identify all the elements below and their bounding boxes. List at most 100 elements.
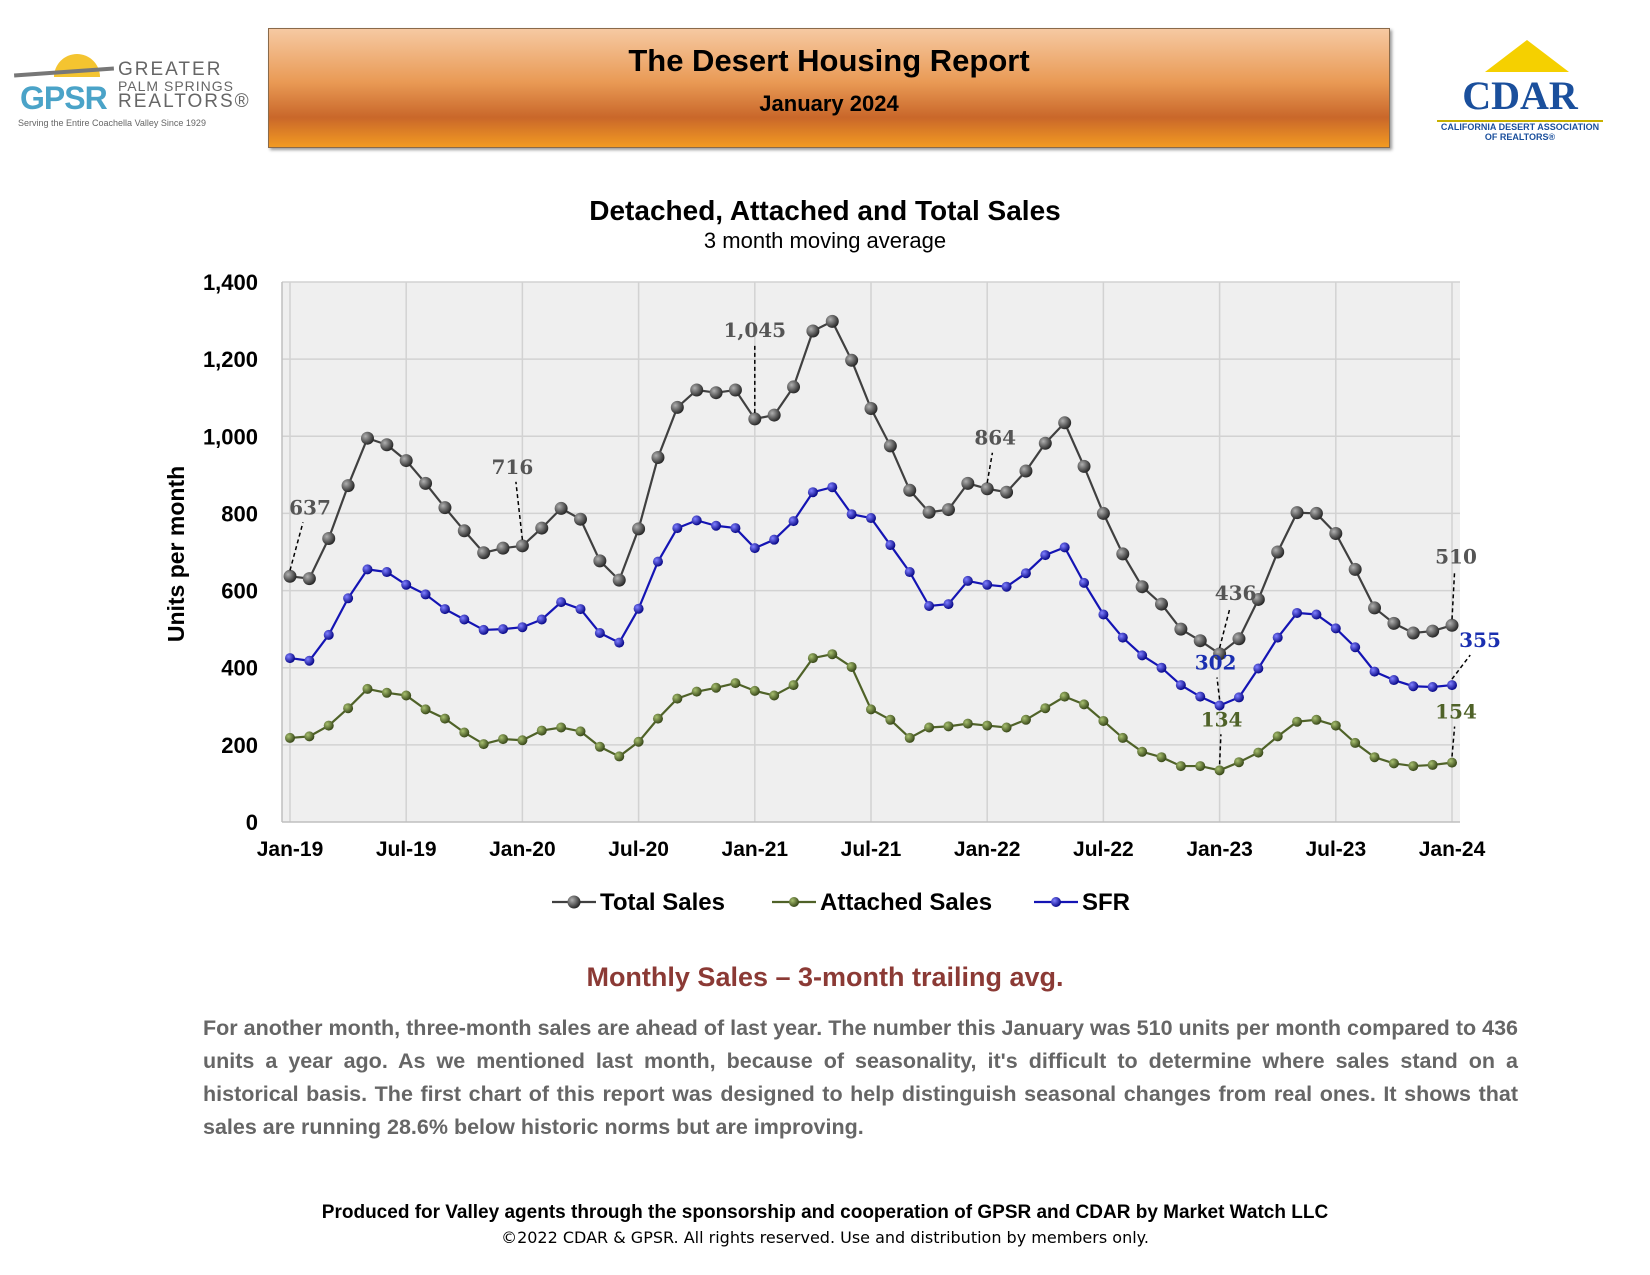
gpsr-line3: REALTORS® <box>118 91 251 112</box>
data-point-sfr <box>304 655 315 666</box>
data-point-attached-sales <box>614 751 625 762</box>
data-point-sfr <box>478 624 489 635</box>
data-point-sfr <box>1330 623 1341 634</box>
data-point-attached-sales <box>1175 761 1186 772</box>
data-label: 1,045 <box>723 318 786 342</box>
data-point-sfr <box>846 509 857 520</box>
data-point-attached-sales <box>1001 722 1012 733</box>
data-point-sfr <box>1292 607 1303 618</box>
y-tick-label: 0 <box>246 810 258 835</box>
data-point-sfr <box>924 601 935 611</box>
report-title: The Desert Housing Report <box>628 43 1030 78</box>
data-point-attached-sales <box>846 661 857 672</box>
y-tick-label: 1,000 <box>203 424 258 449</box>
data-point-attached-sales <box>1447 757 1457 768</box>
section-title: Monthly Sales – 3-month trailing avg. <box>586 962 1064 992</box>
data-point-sfr <box>1233 692 1244 703</box>
annotation-leader <box>1218 734 1222 765</box>
data-point-attached-sales <box>1137 746 1148 757</box>
data-point-sfr <box>652 556 663 567</box>
data-point-sfr <box>982 579 993 590</box>
data-point-sfr <box>672 523 683 534</box>
data-point-sfr <box>594 628 605 638</box>
data-point-sfr <box>1137 650 1148 661</box>
data-point-sfr <box>633 603 644 614</box>
cdar-word: CDAR <box>1462 73 1578 118</box>
data-point-total-sales <box>632 522 646 536</box>
data-point-attached-sales <box>459 727 470 738</box>
legend-label: Attached Sales <box>820 889 992 916</box>
data-point-sfr <box>885 540 896 551</box>
data-point-sfr <box>1059 542 1070 553</box>
data-point-total-sales <box>419 476 433 490</box>
data-point-total-sales <box>728 383 742 397</box>
data-point-attached-sales <box>498 734 509 745</box>
data-point-total-sales <box>806 324 820 338</box>
data-point-total-sales <box>438 501 452 515</box>
data-point-sfr <box>323 629 334 640</box>
data-point-total-sales <box>1213 647 1227 661</box>
data-point-attached-sales <box>1292 716 1303 727</box>
data-point-total-sales <box>341 479 355 493</box>
data-point-total-sales <box>322 532 336 545</box>
data-point-total-sales <box>1309 506 1323 520</box>
cdar-line1: CALIFORNIA DESERT ASSOCIATION <box>1440 122 1600 132</box>
data-point-attached-sales <box>807 653 818 664</box>
data-point-total-sales <box>554 501 568 515</box>
x-tick-label: Jul-20 <box>608 838 669 861</box>
data-point-attached-sales <box>594 741 605 752</box>
y-tick-label: 200 <box>221 733 258 758</box>
data-point-attached-sales <box>1388 758 1399 769</box>
data-point-sfr <box>1117 632 1128 643</box>
data-point-attached-sales <box>1311 714 1322 725</box>
data-point-total-sales <box>845 353 859 367</box>
data-label: 864 <box>974 426 1016 450</box>
data-point-sfr <box>439 604 450 615</box>
data-point-attached-sales <box>904 732 915 743</box>
data-point-sfr <box>517 622 528 633</box>
data-point-sfr <box>691 515 702 526</box>
data-point-attached-sales <box>1253 747 1264 758</box>
data-point-sfr <box>401 579 412 590</box>
data-point-attached-sales <box>982 720 993 731</box>
gpsr-line2: PALM SPRINGS <box>118 78 234 94</box>
data-point-total-sales <box>1271 545 1285 559</box>
data-point-sfr <box>1020 568 1031 579</box>
data-point-sfr <box>730 523 741 534</box>
sales-chart: Detached, Attached and Total Sales 3 mon… <box>163 195 1501 916</box>
data-point-total-sales <box>360 431 374 445</box>
data-point-sfr <box>1001 581 1012 592</box>
data-point-sfr <box>788 516 799 527</box>
x-tick-label: Jan-22 <box>954 838 1021 861</box>
gpsr-words: GREATER PALM SPRINGS REALTORS® <box>118 60 251 112</box>
data-point-sfr <box>1098 609 1109 620</box>
chart-subtitle: 3 month moving average <box>704 228 946 253</box>
data-point-attached-sales <box>730 678 741 689</box>
y-tick-label: 400 <box>221 656 258 681</box>
data-point-total-sales <box>1251 592 1265 606</box>
data-point-attached-sales <box>285 732 295 743</box>
data-point-sfr <box>1369 666 1380 677</box>
data-point-sfr <box>1253 663 1264 674</box>
data-point-sfr <box>343 593 354 604</box>
data-point-attached-sales <box>962 718 973 729</box>
data-point-attached-sales <box>323 720 334 731</box>
data-point-attached-sales <box>362 683 373 694</box>
x-tick-label: Jan-19 <box>257 838 324 861</box>
data-point-attached-sales <box>633 736 644 747</box>
data-point-attached-sales <box>1098 715 1109 726</box>
data-point-total-sales <box>941 503 955 517</box>
data-point-total-sales <box>1329 526 1343 540</box>
data-point-sfr <box>1079 577 1090 588</box>
data-point-sfr <box>749 543 760 554</box>
data-point-total-sales <box>1038 436 1052 450</box>
data-point-total-sales <box>883 439 897 453</box>
data-point-attached-sales <box>691 686 702 697</box>
data-point-total-sales <box>1116 547 1130 561</box>
legend-swatch-marker <box>789 897 799 907</box>
data-point-total-sales <box>515 539 529 553</box>
x-tick-label: Jan-21 <box>722 838 789 861</box>
data-point-total-sales <box>864 402 878 416</box>
data-point-total-sales <box>651 451 665 464</box>
data-point-total-sales <box>1193 634 1207 648</box>
